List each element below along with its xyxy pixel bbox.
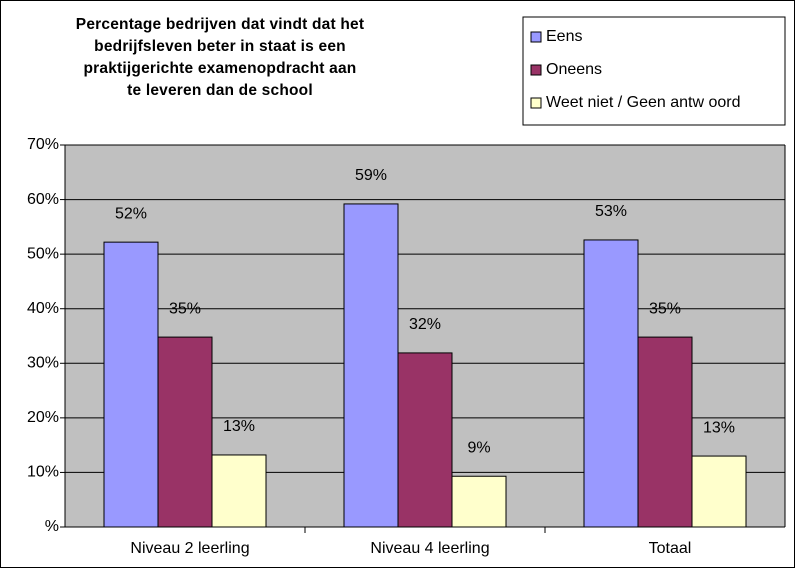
x-tick-label: Niveau 2 leerling [130, 540, 249, 557]
legend-box [522, 16, 786, 126]
y-tick-label: 50% [27, 245, 59, 262]
y-tick-label: 30% [27, 355, 59, 372]
bar [637, 336, 693, 528]
x-tick-label: Totaal [649, 540, 692, 557]
y-tick-label: 10% [27, 464, 59, 481]
value-label: 9% [467, 439, 490, 456]
legend-swatch [530, 97, 542, 109]
bar [157, 336, 213, 528]
bar [397, 352, 453, 528]
legend-swatch [530, 31, 542, 43]
legend-label: Oneens [546, 61, 602, 78]
y-tick-label: 70% [27, 136, 59, 153]
value-label: 59% [355, 167, 387, 184]
value-label: 52% [115, 205, 147, 222]
bar [343, 203, 399, 528]
bar [583, 239, 639, 528]
value-label: 13% [223, 418, 255, 435]
y-tick-label: 60% [27, 191, 59, 208]
value-label: 13% [703, 419, 735, 436]
bar [691, 455, 747, 528]
chart-title: Percentage bedrijven dat vindt dat het b… [75, 16, 365, 99]
x-tick-label: Niveau 4 leerling [370, 540, 489, 557]
bar [103, 241, 159, 528]
value-label: 53% [595, 203, 627, 220]
legend-label: Eens [546, 28, 582, 45]
legend-label: Weet niet / Geen antw oord [546, 94, 740, 111]
bar [211, 454, 267, 528]
y-tick-label: % [45, 518, 59, 535]
value-label: 35% [169, 300, 201, 317]
value-label: 32% [409, 316, 441, 333]
y-tick-label: 40% [27, 300, 59, 317]
y-tick-label: 20% [27, 409, 59, 426]
value-label: 35% [649, 300, 681, 317]
bar [451, 475, 507, 528]
legend-swatch [530, 64, 542, 76]
